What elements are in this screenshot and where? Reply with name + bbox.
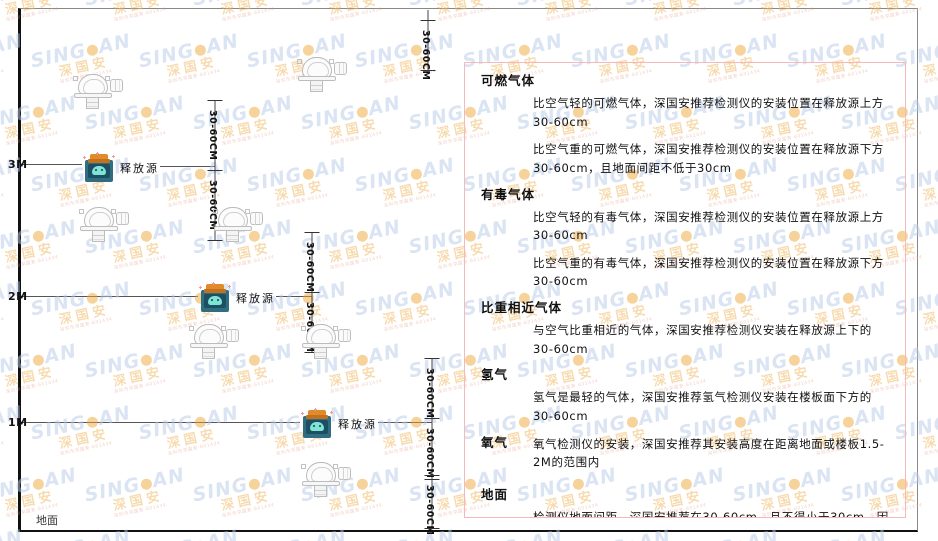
- dimension-label: 30-60CM: [207, 110, 218, 161]
- release-source-1m: 释放源: [300, 408, 375, 438]
- detector-sensor: [338, 467, 351, 480]
- dimension-tick: [304, 232, 320, 233]
- axis-label-2m: 2M: [8, 290, 28, 303]
- detector-neck: [202, 347, 215, 359]
- detector-head: [194, 324, 224, 346]
- release-source-label: 释放源: [120, 162, 159, 175]
- section-text-oxygen-gas: 氧气检测仪的安装，深国安推荐其安装高度在距离地面或楼板1.5-2M的范围内: [533, 436, 885, 470]
- detector-lug-left: [301, 464, 306, 469]
- dimension-tick: [424, 418, 440, 419]
- detector-1m-lower: [300, 460, 352, 500]
- dimension-tick: [424, 528, 440, 529]
- release-source-2m: 释放源: [198, 282, 273, 312]
- detector-lug-left: [79, 209, 84, 214]
- detector-neck: [226, 230, 239, 242]
- dimension-label: 30-60CM: [304, 242, 315, 293]
- release-source-icon: [198, 282, 232, 312]
- detector-top-left: [72, 72, 124, 112]
- level-line-2m: [21, 296, 198, 297]
- dimension-label: 30-60CM: [424, 428, 435, 479]
- detector-sensor: [110, 79, 123, 92]
- section-text-toxic-gas-1: 比空气重的有毒气体，深国安推荐检测仪的安装位置在释放源下方30-60cm: [533, 255, 884, 289]
- release-source-label: 释放源: [338, 418, 377, 431]
- ground-label: 地面: [36, 514, 58, 527]
- dimension-tick: [304, 352, 320, 353]
- detector-lug-right: [105, 76, 110, 81]
- detector-3m-lower: [78, 205, 130, 245]
- section-title-similar-density-gas: 比重相近气体: [481, 300, 563, 315]
- dimension-tick: [420, 20, 436, 21]
- release-source-label: 释放源: [236, 292, 275, 305]
- dimension-label: 30-60CM: [420, 30, 431, 81]
- detector-lug-right: [245, 209, 250, 214]
- release-source-icon: [300, 408, 334, 438]
- detector-2m-lower: [188, 322, 240, 362]
- leader-line: [160, 166, 215, 167]
- diagram-frame: [18, 8, 918, 532]
- section-title-hydrogen-gas: 氢气: [481, 367, 509, 383]
- detector-lug-right: [333, 464, 338, 469]
- detector-lug-right: [333, 326, 338, 331]
- detector-lug-left: [301, 326, 306, 331]
- detector-sensor: [250, 212, 263, 225]
- dimension-line: [431, 358, 433, 528]
- dimension-tick: [207, 170, 223, 171]
- detector-lug-left: [213, 209, 218, 214]
- detector-3m-right: [212, 205, 264, 245]
- section-text-similar-density-gas-0: 与空气比重相近的气体，深国安推荐检测仪安装在释放源上下的30-60cm: [533, 323, 872, 356]
- detector-sensor: [334, 62, 347, 75]
- detector-lug-left: [297, 59, 302, 64]
- dimension-label: 30-60CM: [424, 368, 435, 419]
- detector-lug-right: [329, 59, 334, 64]
- section-title-toxic-gas: 有毒气体: [481, 186, 536, 202]
- detector-lug-left: [73, 76, 78, 81]
- release-source-3m: 释放源: [82, 152, 157, 182]
- dimension-tick: [207, 240, 223, 241]
- section-title-combustible-gas: 可燃气体: [481, 73, 536, 88]
- detector-neck: [92, 230, 105, 242]
- section-text-combustible-gas-1: 比空气重的可燃气体，深国安推荐检测仪的安装位置在释放源下方30-60cm，且地面…: [533, 142, 884, 175]
- dimension-tick: [424, 358, 440, 359]
- detector-neck: [314, 485, 327, 497]
- detector-sensor: [226, 329, 239, 342]
- axis-label-1m: 1M: [8, 416, 28, 429]
- column-1m: 30-60CM 30-60CM 30-60CM: [402, 358, 462, 535]
- dimension-tick: [420, 70, 436, 71]
- section-title-ground: 地面: [481, 486, 509, 502]
- panel-section-oxygen-gas: 氧气 氧气检测仪的安装，深国安推荐其安装高度在距离地面或楼板1.5-2M的范围内: [481, 435, 891, 472]
- level-line-3m: [21, 164, 82, 165]
- leader-line: [276, 296, 312, 297]
- axis-label-3m: 3M: [8, 158, 28, 171]
- detector-lug-right: [111, 209, 116, 214]
- release-source-icon: [82, 152, 116, 182]
- detector-sensor: [116, 212, 129, 225]
- section-text-toxic-gas-0: 比空气轻的有毒气体，深国安推荐检测仪的安装位置在释放源上方30-60cm: [533, 209, 884, 243]
- dimension-tick: [207, 100, 223, 101]
- detector-2m-right: [300, 322, 352, 362]
- detector-lug-left: [189, 326, 194, 331]
- column-top-right: 30-60CM: [398, 10, 458, 80]
- installation-guidelines-panel: 可燃气体比空气轻的可燃气体，深国安推荐检测仪的安装位置在释放源上方30-60cm…: [464, 62, 906, 518]
- detector-neck: [310, 80, 323, 92]
- section-text-hydrogen-gas-0: 氢气是最轻的气体，深国安推荐氢气检测仪安装在楼板面下方的30-60cm: [533, 390, 872, 423]
- level-line-1m: [21, 422, 300, 423]
- dimension-line: [427, 10, 429, 70]
- detector-top-mid: [296, 55, 348, 95]
- detector-sensor: [338, 329, 351, 342]
- dimension-tick: [424, 475, 440, 480]
- detector-lug-right: [221, 326, 226, 331]
- detector-neck: [86, 97, 99, 109]
- section-text-combustible-gas-0: 比空气轻的可燃气体，深国安推荐检测仪的安装位置在释放源上方30-60cm: [533, 96, 884, 129]
- column-3m: 30-60CM 30-60CM: [185, 100, 245, 241]
- section-text-ground-0: 检测仪地面间距，深国安推荐在30-60cm，且不得小于30cm，因为过低容易水溅…: [533, 509, 889, 518]
- detector-neck: [314, 347, 327, 359]
- leader-line: [378, 422, 432, 423]
- dimension-tick: [304, 292, 320, 293]
- section-title-oxygen-gas: 氧气: [481, 434, 509, 450]
